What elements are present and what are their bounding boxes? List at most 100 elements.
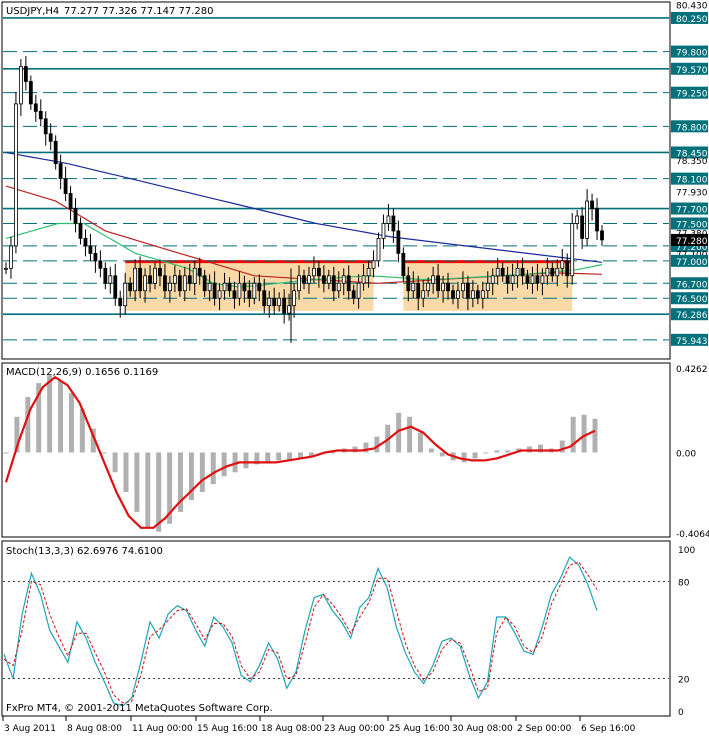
candle-body-71 xyxy=(356,282,361,299)
macd-bar-25 xyxy=(276,452,282,461)
macd-bar-14 xyxy=(156,452,162,532)
candle-body-120 xyxy=(600,230,604,241)
candles xyxy=(4,56,604,344)
candle-body-23 xyxy=(118,297,123,307)
stochastic-panel[interactable]: 100 80 20 0 Stoch(13,3,3) 62.6976 74.6100 F… xyxy=(1,540,695,718)
price-label-bg xyxy=(671,45,708,58)
candle-body-93 xyxy=(465,282,470,299)
candle-body-110 xyxy=(550,267,555,277)
candle-body-49 xyxy=(247,290,252,299)
candle-body-116 xyxy=(580,215,585,239)
macd-bar-13 xyxy=(145,452,151,528)
price-label-bg xyxy=(671,277,708,290)
macd-bar-10 xyxy=(112,452,118,473)
candle-body-102 xyxy=(510,275,515,284)
price-axis-label: 77.930 xyxy=(676,188,708,198)
candle-body-25 xyxy=(128,282,133,292)
candle-body-76 xyxy=(381,223,386,239)
candle-body-99 xyxy=(495,267,500,277)
candle-body-106 xyxy=(530,275,535,284)
macd-bar-21 xyxy=(232,452,238,473)
candle-body-57 xyxy=(287,305,292,314)
macd-bar-1 xyxy=(14,416,20,453)
candle-body-7 xyxy=(38,110,43,120)
candle-body-45 xyxy=(227,282,232,292)
candle-body-37 xyxy=(187,275,192,284)
candle-body-17 xyxy=(88,245,93,254)
price-panel[interactable]: 80.430 80.250 79.800 79.570 79.250 78.800 78.4… xyxy=(1,1,708,360)
candle-body-88 xyxy=(441,282,445,292)
time-axis-label: 15 Aug 16:00 xyxy=(197,724,258,734)
candle-body-1 xyxy=(9,245,13,269)
macd-bar-30 xyxy=(330,452,336,454)
macd-bar-44 xyxy=(483,452,489,454)
price-label-bg xyxy=(671,86,708,99)
macd-axis-label: 0.00 xyxy=(676,449,696,459)
macd-panel[interactable]: 0.4262 0.00 -0.4064 MACD(12,26,9) 0.1656 0… xyxy=(1,362,709,540)
copyright-label: FxPro MT4, © 2001-2011 MetaQuotes Softwa… xyxy=(6,703,273,714)
ma-slow-line xyxy=(5,151,603,263)
macd-bar-15 xyxy=(167,452,173,524)
price-label-bg xyxy=(671,120,708,133)
macd-bar-7 xyxy=(79,408,85,453)
candle-body-24 xyxy=(123,282,128,307)
candle-body-36 xyxy=(182,275,187,292)
stoch-signal-line xyxy=(3,561,598,704)
candle-body-67 xyxy=(336,282,341,292)
macd-bar-6 xyxy=(68,393,74,453)
candle-body-75 xyxy=(376,238,381,262)
price-axis-label: 77.000 xyxy=(676,258,708,268)
time-axis-label: 23 Aug 00:00 xyxy=(324,724,385,734)
price-axis-label: 76.700 xyxy=(676,280,708,290)
macd-bar-8 xyxy=(90,428,96,453)
candle-body-96 xyxy=(480,290,485,299)
time-axis-label: 8 Aug 08:00 xyxy=(67,724,122,734)
price-axis-label: 78.350 xyxy=(676,157,708,167)
macd-bar-28 xyxy=(308,452,314,457)
macd-bar-26 xyxy=(287,452,293,461)
candle-body-39 xyxy=(197,267,202,277)
candle-body-77 xyxy=(386,215,391,224)
candle-body-48 xyxy=(242,282,247,292)
price-label-bg xyxy=(671,62,708,75)
macd-bar-19 xyxy=(210,452,216,485)
candle-body-80 xyxy=(401,252,406,277)
macd-axis-label: -0.4064 xyxy=(676,530,709,540)
macd-bar-40 xyxy=(439,452,445,457)
candle-body-112 xyxy=(560,260,565,269)
macd-bar-45 xyxy=(494,450,500,453)
candle-body-85 xyxy=(426,282,431,292)
macd-bar-22 xyxy=(243,452,249,469)
price-label-bg xyxy=(671,146,708,159)
macd-bar-36 xyxy=(396,412,402,453)
candle-body-97 xyxy=(485,282,490,292)
macd-bar-3 xyxy=(36,383,42,453)
candle-body-100 xyxy=(500,267,505,277)
macd-bar-54 xyxy=(592,418,598,453)
price-label-bg xyxy=(671,308,708,321)
time-axis-label: 30 Aug 08:00 xyxy=(452,724,513,734)
candle-body-60 xyxy=(302,275,306,284)
macd-bar-5 xyxy=(58,381,64,453)
candle-body-40 xyxy=(202,275,207,292)
candle-body-31 xyxy=(158,267,162,277)
candle-body-73 xyxy=(366,267,371,277)
price-axis-label: 79.800 xyxy=(676,49,708,59)
candle-body-86 xyxy=(431,275,436,284)
candle-body-64 xyxy=(321,275,326,284)
price-axis: 80.430 80.250 79.800 79.570 79.250 78.800 78.4… xyxy=(671,1,708,347)
candle-body-11 xyxy=(58,163,63,180)
candle-body-27 xyxy=(138,267,143,292)
candle-body-118 xyxy=(590,200,594,209)
macd-bar-17 xyxy=(188,452,194,501)
candle-body-119 xyxy=(595,208,599,232)
candle-body-108 xyxy=(540,275,545,284)
price-axis-label: 79.250 xyxy=(676,90,708,100)
candle-body-87 xyxy=(436,275,441,292)
stochastic-axis: 100 80 20 0 xyxy=(678,546,695,718)
candle-body-43 xyxy=(217,290,222,299)
candle-body-92 xyxy=(461,282,465,292)
